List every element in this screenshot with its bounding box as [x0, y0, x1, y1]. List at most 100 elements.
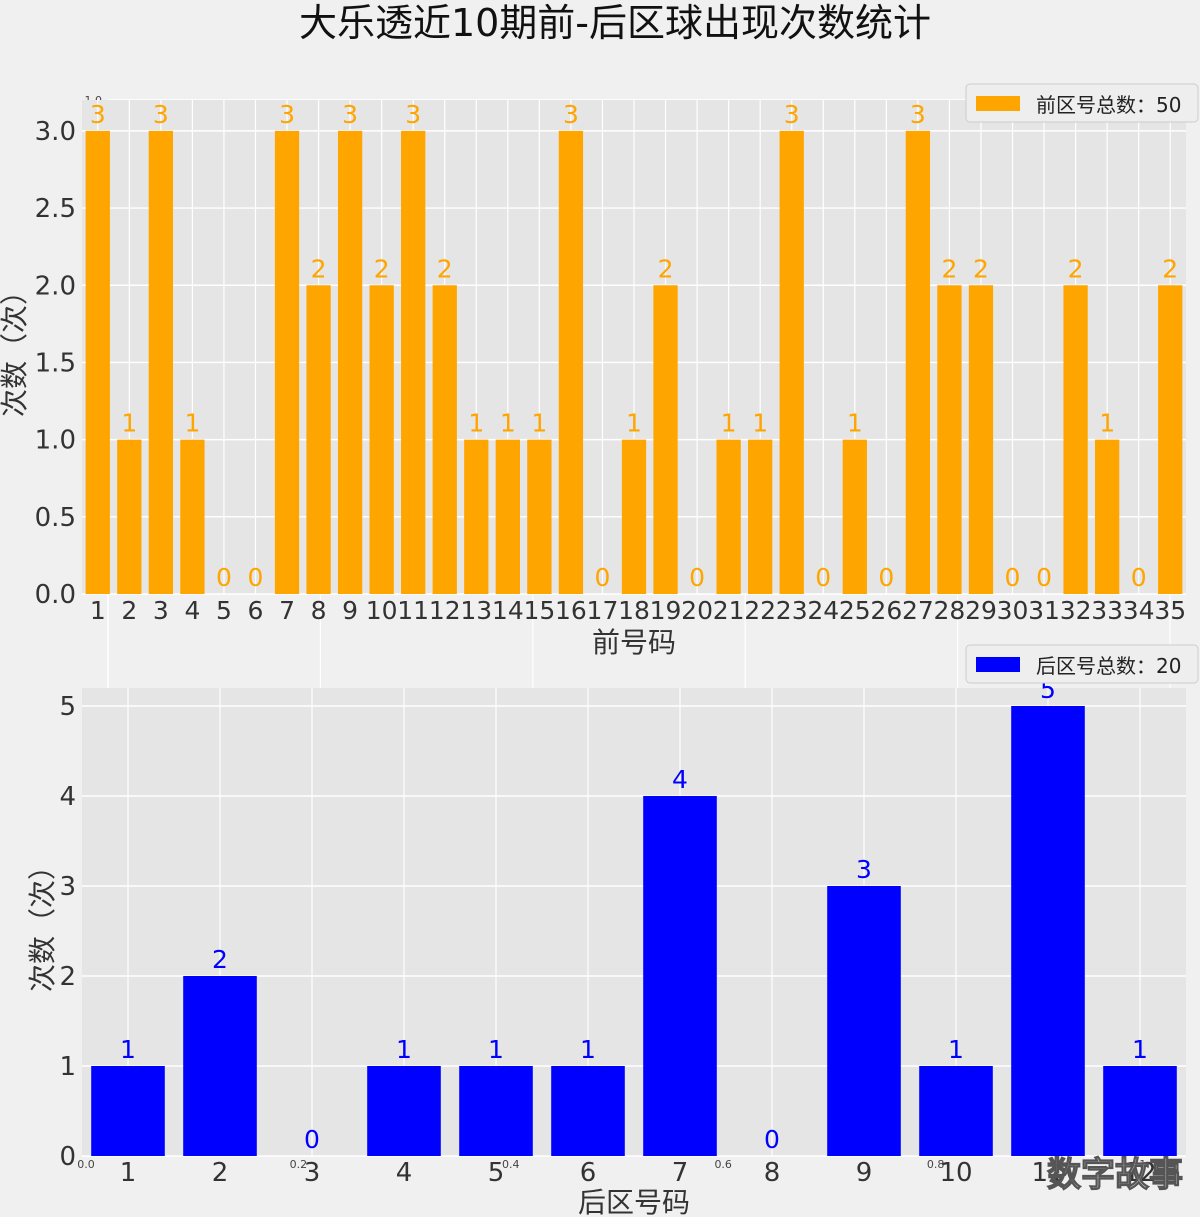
y-tick-label: 1.0 — [35, 426, 76, 456]
x-axis-label: 前号码 — [592, 626, 676, 659]
bar-value-label: 0 — [1036, 563, 1052, 592]
bar-27 — [905, 130, 931, 594]
x-tick-label: 5 — [216, 596, 232, 625]
x-tick-label: 3 — [304, 1158, 321, 1188]
bar-3 — [148, 130, 174, 594]
x-tick-label: 23 — [776, 596, 808, 625]
bar-7 — [643, 796, 717, 1156]
x-tick-label: 28 — [934, 596, 966, 625]
y-tick-label: 0.5 — [35, 503, 76, 533]
bar-value-label: 0 — [689, 563, 705, 592]
x-tick-label: 26 — [870, 596, 902, 625]
x-tick-label: 11 — [1031, 1158, 1064, 1188]
bar-10 — [919, 1066, 993, 1156]
x-tick-label: 12 — [429, 596, 461, 625]
bg-x-tick-label: 0.0 — [77, 1158, 95, 1171]
x-tick-label: 4 — [184, 596, 200, 625]
x-axis-label: 后区号码 — [578, 1186, 690, 1217]
bar-21 — [716, 439, 741, 594]
bg-x-tick-label: 1.0 — [1139, 1158, 1157, 1171]
x-tick-label: 9 — [342, 596, 358, 625]
y-axis-label: 次数（次） — [0, 277, 31, 417]
bar-2 — [117, 439, 142, 594]
x-tick-label: 24 — [807, 596, 839, 625]
chart-title: 大乐透近10期前-后区球出现次数统计 — [299, 1, 931, 45]
bar-value-label: 1 — [847, 409, 863, 438]
x-tick-label: 2 — [121, 596, 137, 625]
bar-value-label: 1 — [184, 409, 200, 438]
bar-value-label: 3 — [153, 100, 169, 129]
bar-value-label: 0 — [815, 563, 831, 592]
bar-value-label: 0 — [1131, 563, 1147, 592]
y-tick-label: 4 — [59, 782, 76, 812]
bar-1 — [85, 130, 110, 594]
y-tick-label: 3.0 — [35, 117, 76, 147]
bar-12 — [432, 285, 457, 594]
bar-value-label: 3 — [784, 100, 800, 129]
legend: 前区号总数：50 — [965, 83, 1199, 123]
legend-label: 后区号总数：20 — [1036, 654, 1181, 678]
x-tick-label: 30 — [997, 596, 1029, 625]
y-tick-label: 1.5 — [35, 348, 76, 378]
bar-16 — [558, 130, 584, 594]
x-tick-label: 6 — [248, 596, 264, 625]
bar-value-label: 1 — [1132, 1035, 1148, 1064]
watermark: 数字故事 — [1047, 1155, 1183, 1195]
bar-value-label: 0 — [248, 563, 264, 592]
plot-area — [82, 688, 1186, 1156]
bar-14 — [495, 439, 520, 594]
y-axis-label: 次数（次） — [26, 852, 59, 992]
bar-value-label: 3 — [90, 100, 106, 129]
bar-13 — [464, 439, 489, 594]
x-tick-label: 10 — [366, 596, 398, 625]
x-tick-label: 31 — [1028, 596, 1060, 625]
bar-4 — [180, 439, 205, 594]
x-tick-label: 4 — [396, 1158, 413, 1188]
bar-6 — [551, 1066, 625, 1156]
bar-value-label: 0 — [878, 563, 894, 592]
bar-value-label: 1 — [948, 1035, 964, 1064]
x-tick-label: 32 — [1060, 596, 1092, 625]
x-tick-label: 1 — [120, 1158, 137, 1188]
y-tick-label: 0 — [59, 1142, 76, 1172]
bar-value-label: 2 — [658, 254, 674, 283]
bar-value-label: 0 — [216, 563, 232, 592]
bar-2 — [183, 976, 257, 1156]
bar-value-label: 1 — [1099, 409, 1115, 438]
y-tick-label: 1 — [59, 1052, 76, 1082]
bar-10 — [369, 285, 394, 594]
x-tick-label: 22 — [744, 596, 776, 625]
x-tick-label: 14 — [492, 596, 524, 625]
bar-value-label: 1 — [500, 409, 516, 438]
bar-22 — [748, 439, 773, 594]
x-tick-label: 11 — [397, 596, 429, 625]
x-tick-label: 9 — [856, 1158, 873, 1188]
bar-15 — [527, 439, 552, 594]
bar-value-label: 1 — [396, 1035, 412, 1064]
bar-8 — [306, 285, 331, 594]
y-tick-label: 2.5 — [35, 194, 76, 224]
x-tick-label: 8 — [311, 596, 327, 625]
legend-swatch — [976, 657, 1020, 672]
x-tick-label: 1 — [90, 596, 106, 625]
legend: 后区号总数：20 — [965, 644, 1199, 684]
x-tick-label: 7 — [672, 1158, 689, 1188]
y-tick-label: 2.0 — [35, 271, 76, 301]
bar-value-label: 3 — [342, 100, 358, 129]
bg-x-tick-label: 0.2 — [290, 1158, 308, 1171]
bar-value-label: 3 — [856, 855, 872, 884]
x-tick-label: 13 — [460, 596, 492, 625]
bar-12 — [1103, 1066, 1177, 1156]
x-tick-label: 6 — [580, 1158, 597, 1188]
bar-value-label: 0 — [1005, 563, 1021, 592]
x-tick-label: 18 — [618, 596, 650, 625]
x-tick-label: 19 — [650, 596, 682, 625]
bar-32 — [1063, 285, 1088, 594]
legend-box — [965, 83, 1199, 123]
bg-x-tick-label: 0.4 — [502, 1158, 520, 1171]
x-tick-label: 29 — [965, 596, 997, 625]
x-tick-label: 20 — [681, 596, 713, 625]
x-tick-label: 10 — [939, 1158, 972, 1188]
bar-value-label: 3 — [279, 100, 295, 129]
